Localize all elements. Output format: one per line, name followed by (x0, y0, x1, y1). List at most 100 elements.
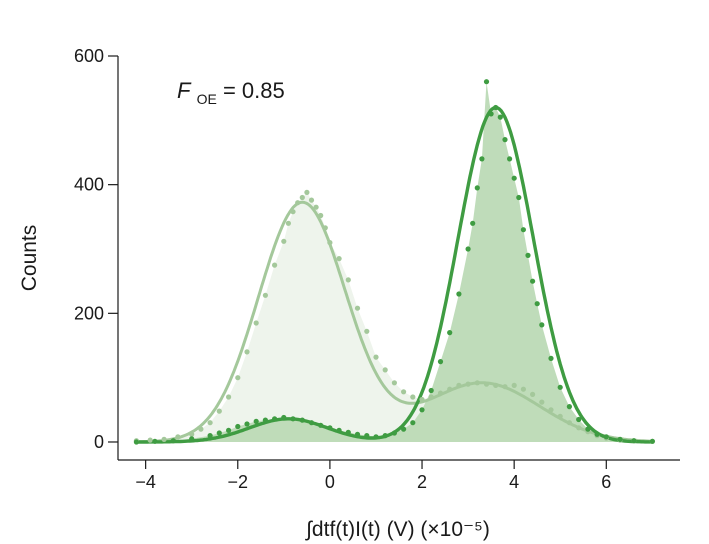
data-point-1 (290, 209, 296, 215)
data-point-2 (345, 429, 351, 435)
x-tick-label: 6 (601, 472, 611, 492)
fidelity-subscript: OE (197, 91, 217, 107)
data-point-1 (308, 197, 315, 203)
data-point-2 (520, 227, 527, 233)
data-point-2 (507, 156, 513, 162)
data-point-1 (207, 420, 213, 426)
data-point-2 (401, 426, 407, 432)
data-point-1 (354, 305, 361, 311)
data-point-2 (336, 427, 342, 433)
data-point-2 (244, 421, 250, 427)
data-point-2 (649, 438, 656, 444)
data-point-2 (539, 322, 545, 328)
data-point-1 (161, 436, 167, 442)
data-point-1 (401, 389, 407, 395)
data-point-1 (530, 391, 536, 397)
data-point-1 (253, 320, 259, 326)
data-point-2 (354, 431, 361, 437)
data-point-1 (281, 238, 287, 244)
data-point-2 (290, 416, 296, 422)
y-tick-label: 400 (74, 175, 104, 195)
axes: 0 200 400 600 −4 −2 0 2 4 6 (74, 46, 680, 492)
data-point-2 (465, 246, 471, 252)
histogram-area-1 (136, 192, 653, 442)
data-point-2 (479, 156, 485, 162)
fit-curve-1 (136, 200, 653, 444)
data-point-2 (516, 194, 522, 201)
data-point-1 (216, 408, 222, 414)
data-point-2 (207, 433, 213, 439)
x-tick-label: −4 (135, 472, 156, 492)
data-point-1 (382, 367, 388, 373)
fidelity-annotation: F OE = 0.85 (177, 78, 285, 109)
data-point-1 (175, 434, 181, 440)
data-point-1 (428, 394, 434, 400)
data-point-2 (299, 417, 305, 423)
data-point-1 (391, 380, 397, 386)
fidelity-value: = 0.85 (223, 78, 285, 103)
data-point-1 (502, 384, 508, 390)
data-point-2 (525, 252, 531, 258)
data-point-1 (483, 381, 490, 387)
data-point-1 (557, 413, 563, 419)
data-point-2 (419, 407, 425, 413)
data-point-2 (447, 330, 453, 336)
data-point-1 (285, 220, 291, 226)
y-tick-label: 600 (74, 46, 104, 66)
data-point-2 (576, 416, 582, 423)
data-point-1 (262, 292, 268, 298)
data-point-2 (488, 111, 494, 117)
data-point-1 (566, 420, 573, 426)
data-point-1 (419, 396, 425, 403)
data-point-2 (456, 291, 462, 297)
x-tick-label: 4 (509, 472, 519, 492)
data-point-2 (557, 384, 563, 390)
data-point-2 (373, 434, 379, 440)
data-point-1 (304, 189, 310, 195)
data-point-2 (470, 220, 476, 226)
data-point-1 (474, 380, 480, 386)
data-point-1 (336, 256, 342, 262)
data-point-1 (539, 399, 545, 405)
data-point-1 (410, 394, 416, 400)
data-point-2 (502, 137, 508, 143)
data-point-1 (456, 382, 462, 388)
data-point-1 (465, 381, 471, 387)
data-point-1 (295, 200, 301, 206)
data-point-2 (391, 430, 397, 436)
data-point-2 (272, 416, 278, 422)
data-point-1 (244, 349, 250, 355)
data-point-1 (576, 425, 582, 431)
data-point-1 (272, 262, 278, 268)
data-point-2 (594, 431, 600, 437)
data-point-2 (327, 425, 333, 431)
data-point-2 (308, 420, 315, 426)
data-point-1 (147, 437, 153, 443)
data-point-2 (152, 438, 158, 444)
fidelity-symbol: F (177, 78, 192, 103)
data-point-1 (198, 426, 204, 432)
x-tick-label: 2 (417, 472, 427, 492)
y-tick-label: 0 (94, 432, 104, 452)
data-point-1 (364, 328, 370, 334)
data-point-2 (493, 104, 499, 111)
data-point-1 (235, 375, 241, 381)
data-point-2 (631, 438, 637, 444)
data-point-2 (603, 434, 609, 440)
data-point-2 (548, 355, 554, 361)
data-point-2 (497, 114, 503, 120)
histogram-fills (136, 81, 653, 442)
axis-labels: Counts ∫dtf(t)I(t) (V) (×10⁻⁵) (18, 225, 490, 541)
data-point-1 (373, 354, 379, 360)
data-point-2 (474, 185, 480, 191)
data-point-1 (318, 212, 324, 219)
data-point-1 (493, 382, 499, 388)
data-point-1 (548, 407, 554, 413)
data-point-2 (566, 404, 573, 410)
data-point-2 (382, 433, 388, 439)
data-point-2 (216, 430, 222, 436)
data-point-2 (262, 417, 268, 423)
data-point-2 (189, 436, 195, 442)
data-point-2 (534, 301, 540, 307)
data-point-1 (345, 277, 351, 283)
